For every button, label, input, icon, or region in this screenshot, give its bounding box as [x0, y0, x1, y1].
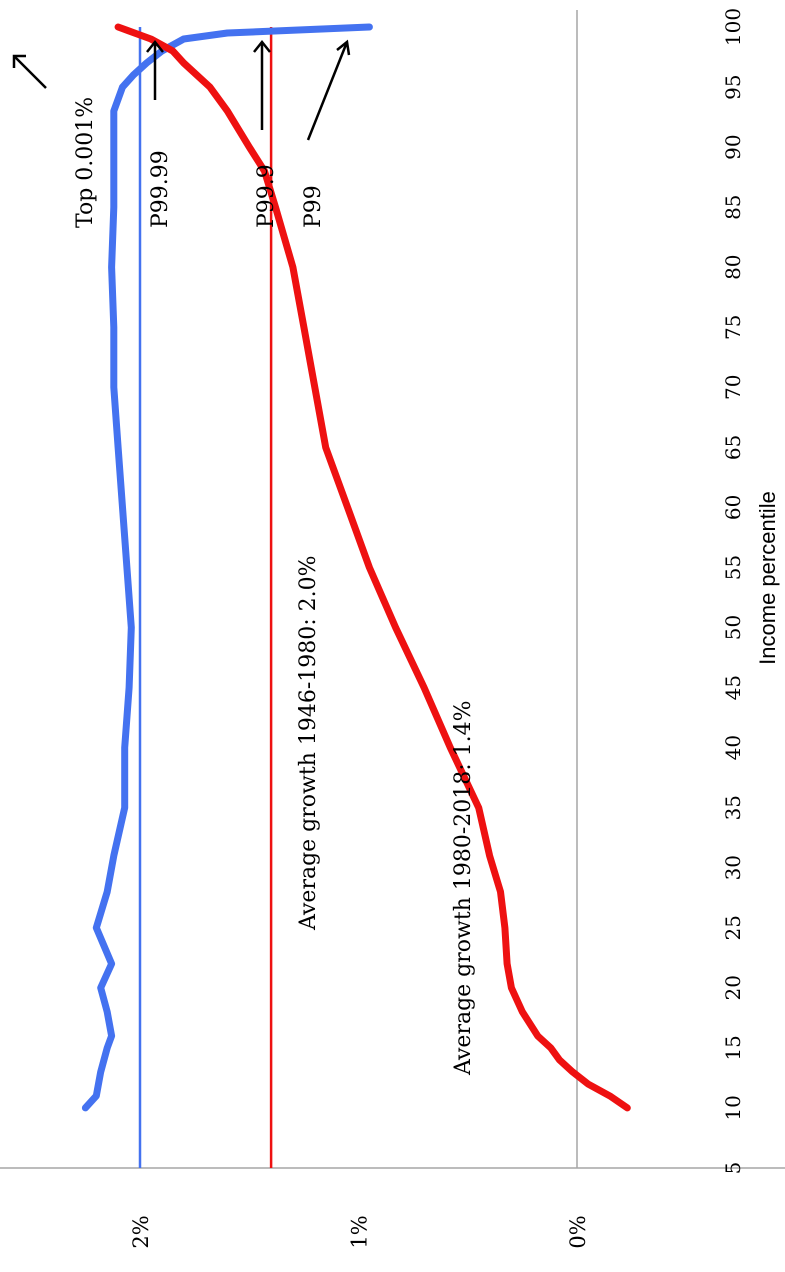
arrow-top-0001	[13, 55, 47, 89]
ref-label-1946-1980: Average growth 1946-1980: 2.0%	[296, 555, 321, 931]
series-line-1	[114, 23, 631, 1112]
annotation-top-0001: Top 0.001%	[73, 97, 98, 228]
x-tick-label: 10	[721, 1095, 745, 1120]
x-tick-label: 20	[721, 975, 745, 1000]
x-tick-label: 90	[721, 134, 745, 159]
annotation-p999: P99.9	[254, 164, 279, 228]
y-tick-label: 1%	[348, 1215, 372, 1248]
y-tick-labels: -1%0%1%2%3%4%5%	[129, 1212, 785, 1252]
series-lines	[81, 23, 631, 1112]
y-tick-label: 2%	[129, 1215, 153, 1248]
x-tick-label: 75	[721, 315, 745, 340]
y-tick-label: 0%	[566, 1215, 590, 1248]
annotation-p9999: P99.99	[148, 150, 173, 228]
arrowhead-p99	[336, 39, 351, 56]
x-axis-title: Income percentile	[755, 491, 780, 665]
x-tick-label: 100	[721, 8, 745, 46]
reference-lines	[138, 27, 273, 1168]
series-line-0	[81, 23, 373, 1112]
x-tick-label: 25	[721, 915, 745, 940]
x-tick-label: 60	[721, 495, 745, 520]
chart-axes	[0, 10, 785, 1169]
x-tick-label: 5	[721, 1162, 745, 1175]
x-tick-label: 70	[721, 375, 745, 400]
x-tick-label: 65	[721, 435, 745, 460]
ref-label-1980-2018: Average growth 1980-2018: 1.4%	[451, 700, 476, 1076]
x-tick-label: 30	[721, 855, 745, 880]
x-tick-label: 85	[721, 194, 745, 219]
x-tick-label: 45	[721, 675, 745, 700]
annotation-arrows	[12, 39, 351, 141]
x-tick-label: 15	[721, 1035, 745, 1060]
x-tick-label: 35	[721, 795, 745, 820]
x-tick-label: 95	[721, 74, 745, 99]
arrowhead-p999	[253, 39, 271, 53]
annotation-labels: Income percentile Average growth 1946-19…	[73, 97, 780, 1076]
x-tick-labels: 5 10 15 20 25 30 35 40 45 50 55 60 65 70 75 80 85 90 95 100	[721, 8, 745, 1174]
arrow-p99	[306, 41, 349, 141]
x-tick-label: 50	[721, 615, 745, 640]
arrowhead-top-0001	[12, 54, 26, 68]
x-tick-label: 40	[721, 735, 745, 760]
arrowhead-p9999	[146, 39, 164, 53]
x-tick-label: 80	[721, 254, 745, 279]
annotation-p99: P99	[301, 185, 326, 228]
x-tick-label: 55	[721, 555, 745, 580]
